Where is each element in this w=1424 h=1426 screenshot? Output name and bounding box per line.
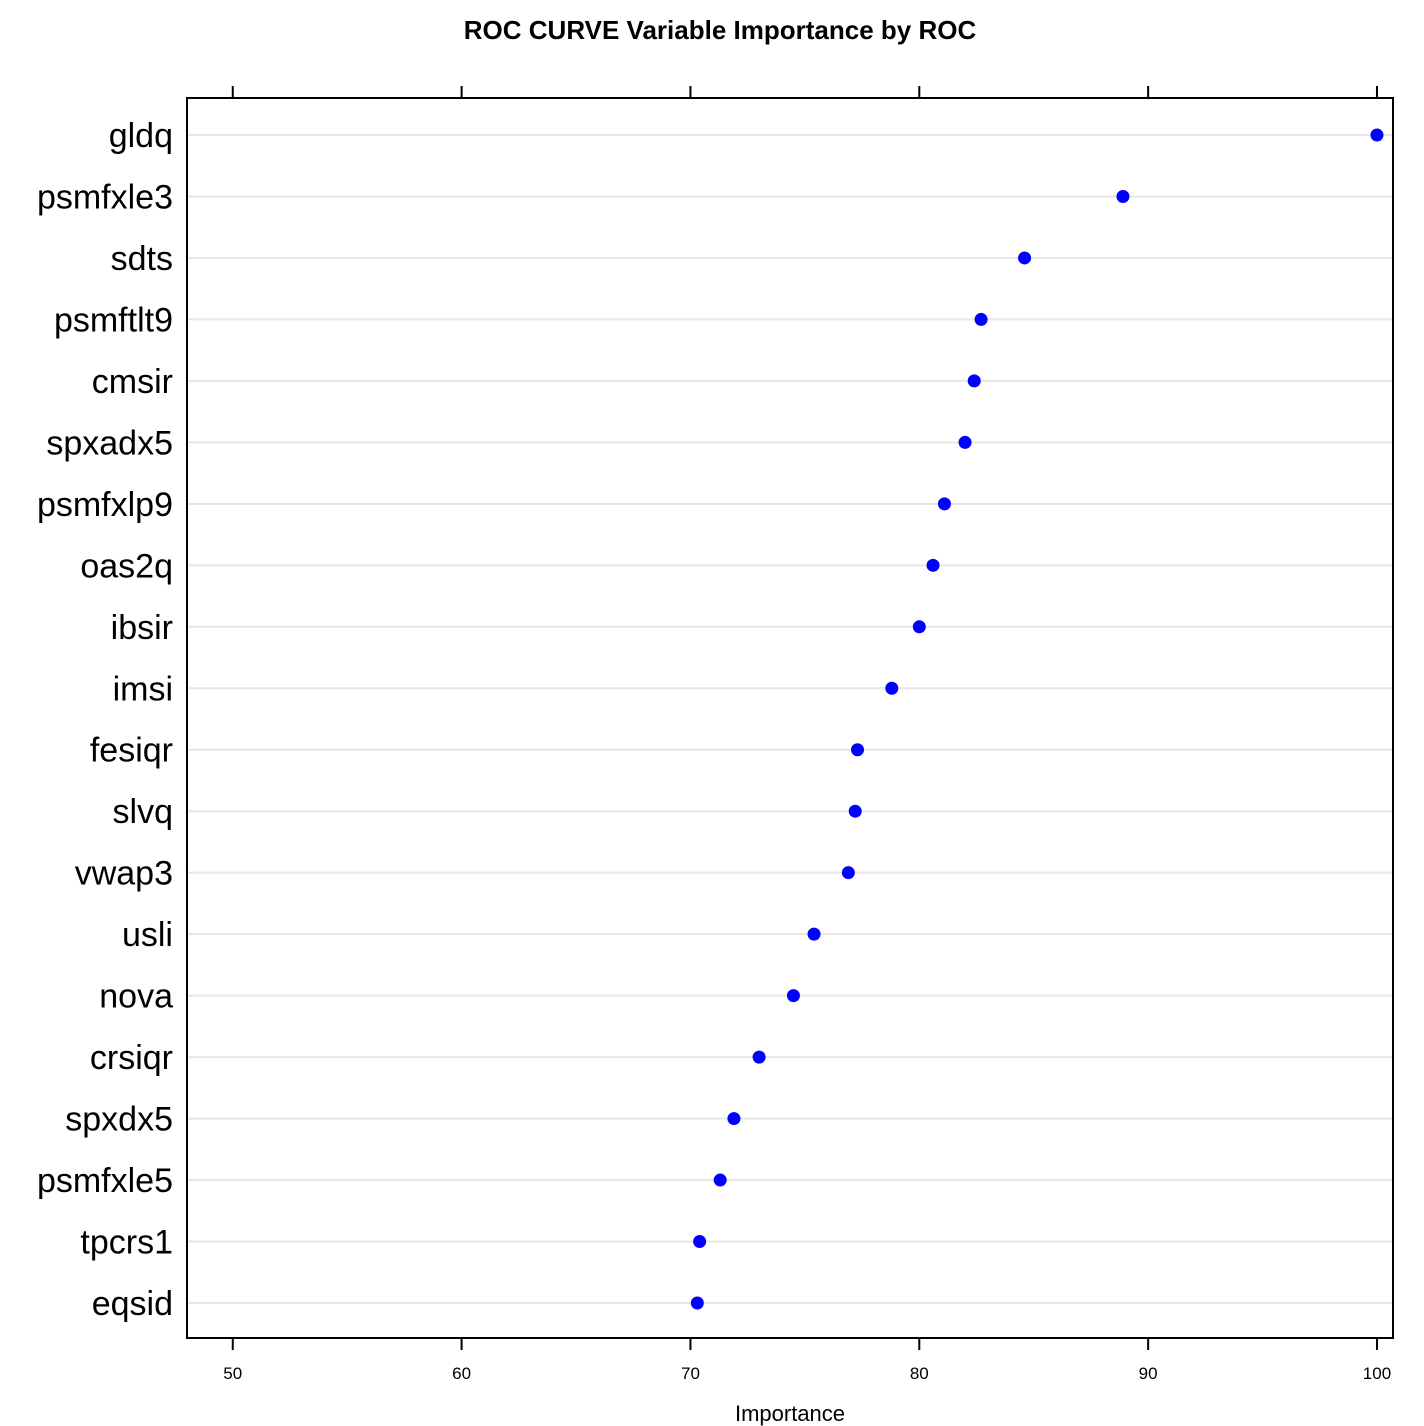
data-point xyxy=(1116,189,1130,203)
data-point xyxy=(848,804,862,818)
y-tick-label: ibsir xyxy=(111,609,173,647)
data-point xyxy=(693,1235,707,1249)
y-tick-label: gldq xyxy=(109,117,173,155)
y-tick-label: fesiqr xyxy=(90,732,173,770)
data-point xyxy=(752,1050,766,1064)
data-point xyxy=(912,620,926,634)
data-points xyxy=(690,128,1384,1310)
y-tick-label: imsi xyxy=(113,670,173,708)
x-tick-label: 80 xyxy=(910,1364,929,1383)
x-tick-label: 70 xyxy=(681,1364,700,1383)
data-point xyxy=(841,866,855,880)
y-tick-label: spxadx5 xyxy=(46,424,173,462)
y-tick-label: eqsid xyxy=(92,1285,173,1323)
data-point xyxy=(807,927,821,941)
y-tick-label: nova xyxy=(99,978,173,1016)
y-tick-label: cmsir xyxy=(92,363,173,401)
data-point xyxy=(1370,128,1384,142)
y-tick-label: slvq xyxy=(113,793,173,831)
y-tick-label: oas2q xyxy=(80,547,173,585)
data-point xyxy=(786,989,800,1003)
data-point xyxy=(926,558,940,572)
y-tick-label: spxdx5 xyxy=(65,1101,173,1139)
x-tick-label: 90 xyxy=(1139,1364,1158,1383)
y-tick-label: psmfxlp9 xyxy=(37,486,173,524)
y-tick-label: crsiqr xyxy=(90,1039,173,1077)
y-tick-label: psmftlt9 xyxy=(54,301,173,339)
y-tick-label: vwap3 xyxy=(75,855,173,893)
data-point xyxy=(851,743,865,757)
x-tick-label: 60 xyxy=(452,1364,471,1383)
y-tick-label: psmfxle3 xyxy=(37,178,173,216)
x-axis-title: Importance xyxy=(735,1401,845,1426)
data-point xyxy=(690,1296,704,1310)
data-point xyxy=(967,374,981,388)
chart-title: ROC CURVE Variable Importance by ROC xyxy=(464,15,977,45)
y-axis-labels: gldq psmfxle3 sdts psmftlt9 cmsir spxadx5 psmf… xyxy=(37,117,173,1323)
y-tick-label: usli xyxy=(122,916,173,954)
y-tick-label: tpcrs1 xyxy=(80,1224,173,1262)
y-tick-label: sdts xyxy=(111,240,173,278)
data-point xyxy=(937,497,951,511)
x-tick-label: 50 xyxy=(223,1364,242,1383)
data-point xyxy=(713,1173,727,1187)
y-tick-label: psmfxle5 xyxy=(37,1162,173,1200)
data-point xyxy=(727,1112,741,1126)
data-point xyxy=(974,312,988,326)
x-axis-ticks: 50 60 70 80 90 100 xyxy=(223,86,1391,1383)
gridlines xyxy=(188,134,1392,1304)
data-point xyxy=(885,681,899,695)
data-point xyxy=(1018,251,1032,265)
x-tick-label: 100 xyxy=(1363,1364,1391,1383)
data-point xyxy=(958,435,972,449)
plot-frame xyxy=(186,97,1394,1339)
